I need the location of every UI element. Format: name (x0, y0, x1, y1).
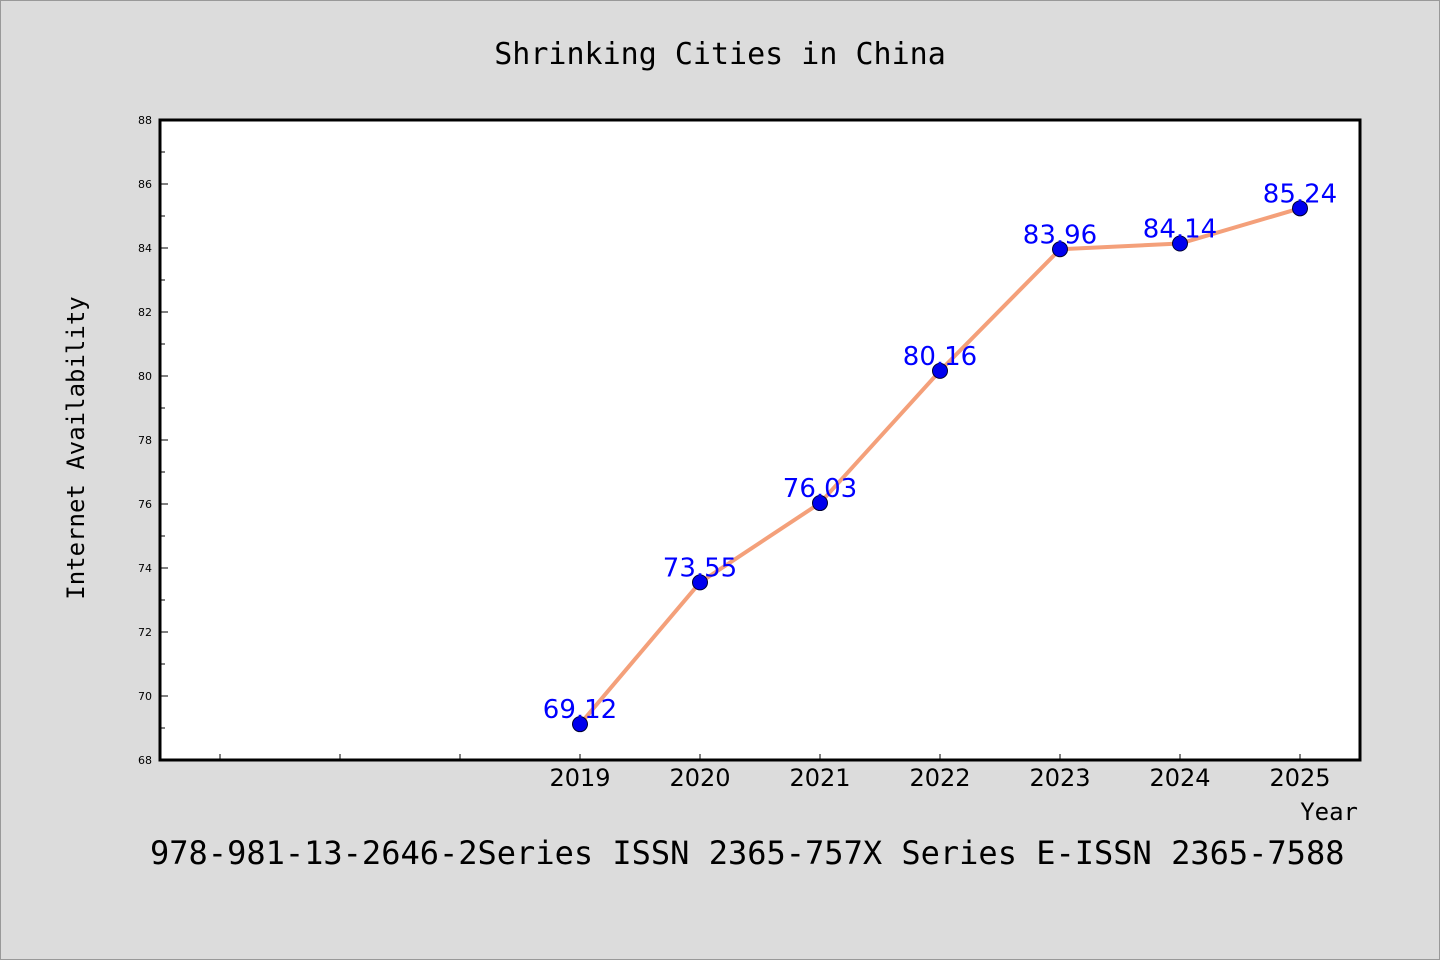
x-tick-label: 2022 (909, 764, 970, 792)
footer-text: 978-981-13-2646-2Series ISSN 2365-757X S… (150, 834, 1344, 872)
data-point (572, 716, 588, 733)
data-point (1172, 235, 1188, 252)
y-tick-label: 74 (138, 562, 152, 575)
data-point (1292, 200, 1308, 217)
y-axis-label: Internet Availability (62, 296, 90, 599)
x-axis-label: Year (1300, 798, 1358, 826)
data-label: 84.14 (1143, 215, 1217, 245)
chart-title: Shrinking Cities in China (494, 37, 946, 72)
x-tick-label: 2019 (549, 764, 610, 792)
y-tick-label: 86 (138, 178, 152, 191)
data-label: 83.96 (1023, 220, 1097, 250)
data-label: 76.03 (783, 474, 857, 504)
x-tick-label: 2020 (669, 764, 730, 792)
plot-area (160, 120, 1360, 760)
x-tick-label: 2024 (1149, 764, 1210, 792)
x-tick-label: 2021 (789, 764, 850, 792)
y-tick-label: 76 (138, 498, 152, 511)
data-label: 69.12 (543, 695, 617, 725)
y-tick-label: 80 (138, 370, 152, 383)
data-point (1052, 241, 1068, 258)
y-tick-label: 88 (138, 114, 152, 127)
data-point (692, 574, 708, 591)
y-tick-label: 82 (138, 306, 152, 319)
data-label: 80.16 (903, 342, 977, 372)
data-point (932, 362, 948, 379)
plot-frame (158, 118, 1362, 762)
y-tick-label: 68 (138, 754, 152, 767)
data-point (812, 495, 828, 512)
y-tick-label: 70 (138, 690, 152, 703)
y-axis: 68 70 72 74 76 78 80 82 84 86 88 (138, 114, 168, 767)
data-label: 73.55 (663, 553, 737, 583)
y-tick-label: 78 (138, 434, 152, 447)
x-tick-label: 2025 (1269, 764, 1330, 792)
data-label: 85.24 (1263, 179, 1337, 209)
y-tick-label: 84 (138, 242, 152, 255)
series-layer: 69.12 73.55 76.03 80.16 83.96 84.14 85.24 (543, 179, 1337, 733)
y-tick-label: 72 (138, 626, 152, 639)
x-tick-label: 2023 (1029, 764, 1090, 792)
x-axis: 2019 2020 2021 2022 2023 2024 2025 (219, 754, 1331, 792)
